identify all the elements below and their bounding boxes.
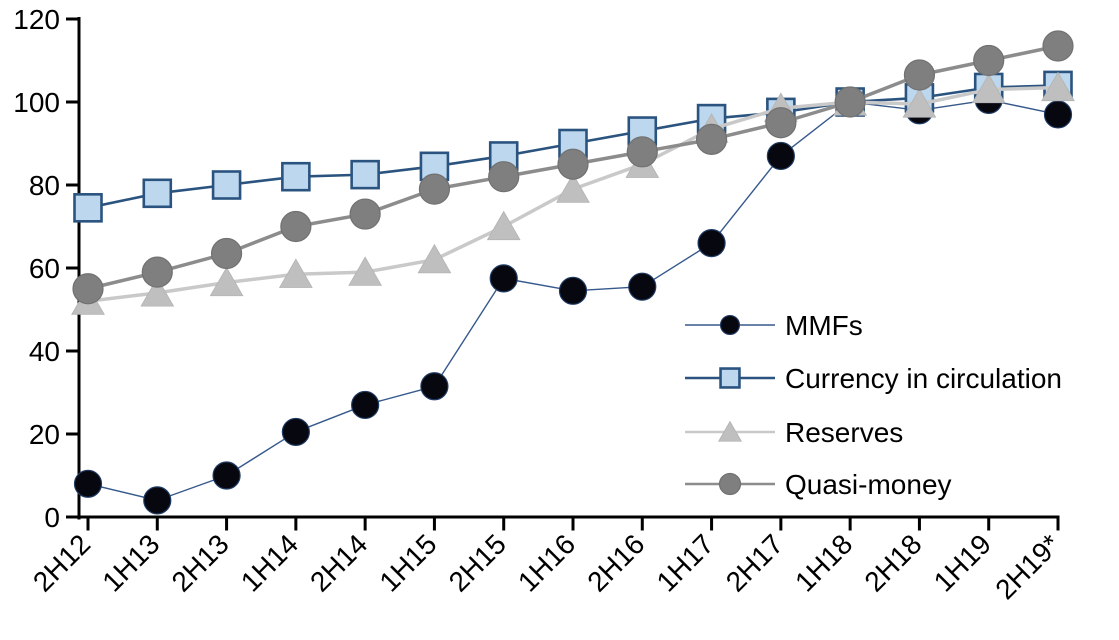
data-point-mmfs [558, 276, 588, 305]
x-axis-tick [294, 517, 298, 531]
y-axis-tick [66, 349, 78, 353]
data-point-mmfs [143, 486, 172, 515]
y-axis-tick [66, 17, 78, 21]
x-axis-tick [640, 517, 644, 531]
data-point-currency-in-circulation [350, 159, 380, 190]
legend-key-marker [717, 420, 743, 442]
legend-key-marker [719, 367, 741, 389]
data-point-mmfs [212, 461, 241, 490]
x-axis-tick [86, 517, 90, 531]
y-axis-tick-label: 80 [29, 170, 60, 201]
data-point-quasi-money [280, 210, 312, 243]
legend-label: Currency in circulation [785, 363, 1062, 394]
y-axis-tick-label: 20 [29, 419, 60, 450]
data-point-quasi-money [1042, 30, 1074, 62]
data-point-quasi-money [141, 256, 173, 288]
x-axis-line [77, 515, 1060, 519]
legend-key-marker [718, 472, 742, 496]
y-axis-tick [66, 515, 78, 519]
legend-key-marker [719, 314, 741, 336]
x-axis-tick [848, 517, 852, 531]
y-axis-tick-label: 60 [29, 253, 60, 284]
data-point-reserves [417, 243, 452, 274]
data-point-reserves [348, 256, 383, 286]
data-point-reserves [1041, 71, 1075, 102]
data-point-currency-in-circulation [73, 193, 103, 223]
x-axis-tick [987, 517, 991, 531]
data-point-quasi-money [903, 59, 936, 91]
data-point-reserves [486, 210, 521, 241]
data-point-mmfs [628, 272, 657, 301]
data-point-mmfs [281, 417, 310, 447]
y-axis-tick-label: 0 [44, 502, 60, 533]
data-point-mmfs [489, 264, 518, 293]
legend-label: MMFs [785, 310, 863, 341]
data-point-reserves [278, 258, 313, 288]
data-point-quasi-money [765, 107, 797, 139]
x-axis-tick [917, 517, 921, 531]
x-axis-tick [571, 517, 575, 531]
data-point-mmfs [420, 372, 449, 401]
x-axis-tick [155, 517, 159, 531]
x-axis-tick [502, 517, 506, 531]
data-point-reserves [209, 266, 244, 297]
legend-label: Reserves [785, 417, 903, 448]
y-axis-line [77, 17, 81, 520]
x-axis-tick [225, 517, 229, 531]
data-point-quasi-money [418, 173, 451, 205]
data-point-reserves [902, 88, 937, 118]
data-point-quasi-money [210, 237, 243, 270]
data-point-quasi-money [488, 161, 520, 193]
data-point-mmfs [697, 229, 726, 258]
data-point-mmfs [1043, 100, 1073, 129]
data-point-reserves [140, 277, 175, 307]
data-point-quasi-money [557, 148, 589, 180]
y-axis-tick-label: 120 [13, 4, 60, 35]
data-point-quasi-money [834, 86, 866, 118]
data-point-currency-in-circulation [211, 170, 242, 200]
y-axis-tick-label: 100 [13, 87, 60, 118]
data-point-mmfs [73, 469, 103, 498]
x-axis-tick [710, 517, 714, 531]
data-point-quasi-money [72, 273, 104, 305]
y-axis-tick [66, 266, 78, 270]
x-axis-tick [432, 517, 436, 531]
data-point-mmfs [766, 141, 795, 171]
data-point-currency-in-circulation [281, 161, 311, 192]
x-axis-tick [363, 517, 367, 531]
data-point-quasi-money [973, 44, 1005, 77]
data-point-quasi-money [626, 136, 658, 168]
data-point-mmfs [351, 390, 380, 420]
data-point-reserves [971, 73, 1006, 104]
data-point-reserves [556, 173, 590, 203]
x-axis-tick [1056, 517, 1060, 531]
data-point-quasi-money [695, 123, 728, 155]
y-axis-tick [66, 100, 78, 104]
data-point-quasi-money [349, 198, 381, 230]
y-axis-tick-label: 40 [29, 336, 60, 367]
y-axis-tick [66, 183, 78, 187]
x-axis-tick [779, 517, 783, 531]
y-axis-tick [66, 432, 78, 436]
data-point-currency-in-circulation [142, 178, 173, 209]
legend-label: Quasi-money [785, 469, 952, 500]
